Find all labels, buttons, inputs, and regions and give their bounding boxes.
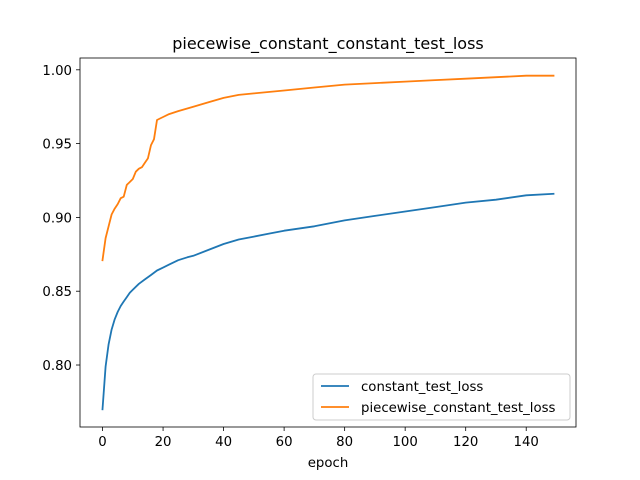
x-tick-label: 20: [155, 435, 172, 450]
y-tick-label: 0.90: [42, 211, 72, 226]
y-tick-label: 0.85: [42, 285, 72, 300]
series-line-constant-test-loss: [101, 192, 555, 411]
plot-area: [80, 58, 576, 427]
chart-title: piecewise_constant_constant_test_loss: [172, 34, 484, 54]
legend-box: [312, 373, 571, 421]
y-tick-label: 0.80: [42, 359, 72, 374]
legend: constant_test_loss piecewise_constant_te…: [312, 373, 571, 421]
axis-ticks: 0 20 40 60 80 100 120 140 0.80 0.85 0.90 0.95 1.00: [42, 64, 539, 450]
legend-label-constant-test-loss: constant_test_loss: [361, 380, 483, 395]
plot-frame: [79, 57, 577, 428]
legend-label-piecewise-constant-test-loss: piecewise_constant_test_loss: [361, 401, 556, 416]
x-axis-label: epoch: [308, 456, 349, 471]
series-lines: [101, 74, 555, 411]
x-tick-label: 40: [215, 435, 232, 450]
x-tick-label: 120: [453, 435, 478, 450]
x-tick-label: 60: [276, 435, 293, 450]
series-line-piecewise-constant-test-loss: [101, 74, 555, 262]
x-tick-label: 100: [392, 435, 417, 450]
x-tick-label: 140: [514, 435, 539, 450]
x-tick-label: 80: [336, 435, 353, 450]
x-tick-label: 0: [98, 435, 106, 450]
y-tick-label: 0.95: [42, 138, 72, 153]
y-tick-label: 1.00: [42, 64, 72, 79]
